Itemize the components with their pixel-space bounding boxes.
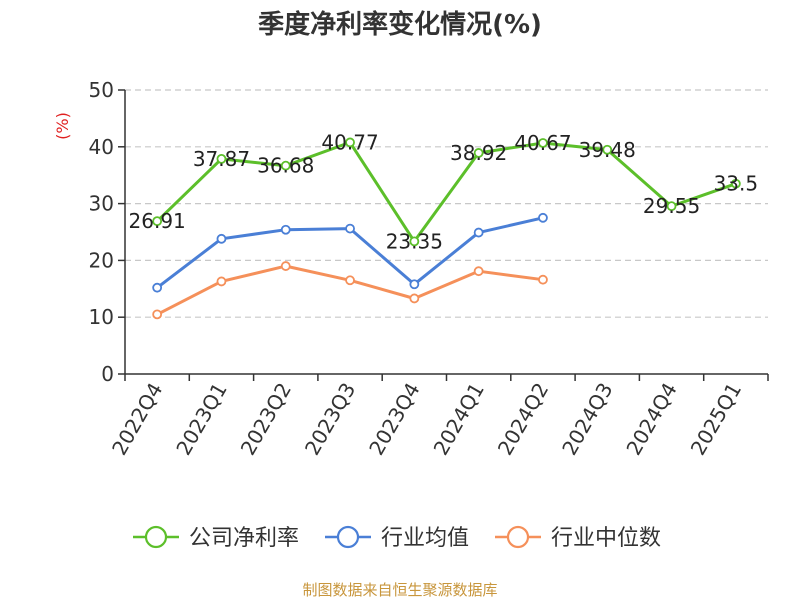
- data-point[interactable]: [602, 144, 613, 155]
- data-point[interactable]: [216, 233, 227, 244]
- x-tick-label: 2023Q1: [171, 379, 231, 460]
- data-label: 37.87: [193, 147, 250, 171]
- data-point[interactable]: [152, 282, 163, 293]
- data-point[interactable]: [152, 309, 163, 320]
- data-label: 26.91: [129, 209, 186, 233]
- y-tick-label: 0: [101, 362, 114, 386]
- data-point[interactable]: [152, 216, 163, 227]
- data-label: 38.92: [450, 141, 507, 165]
- data-point[interactable]: [216, 276, 227, 287]
- data-point[interactable]: [409, 293, 420, 304]
- y-axis-unit: (%): [53, 112, 72, 140]
- series-layer: [152, 137, 741, 320]
- data-point[interactable]: [538, 138, 548, 148]
- data-label: 29.55: [643, 194, 700, 218]
- series-2: [152, 261, 548, 320]
- data-label: 40.67: [514, 131, 571, 155]
- grid-layer: [125, 89, 768, 318]
- data-point[interactable]: [473, 227, 484, 238]
- series-line: [156, 140, 737, 243]
- data-point[interactable]: [216, 153, 227, 164]
- source-note: 制图数据来自恒生聚源数据库: [302, 581, 497, 599]
- data-label: 23.35: [386, 229, 443, 253]
- x-tick-label: 2024Q1: [429, 379, 489, 460]
- data-label-layer: 26.91 37.87 36.68 40.77 23.35 38.92 40.67 39.48…: [129, 130, 759, 253]
- data-point[interactable]: [345, 223, 355, 234]
- legend-item-0[interactable]: 公司净利率: [133, 525, 299, 551]
- legend-swatch-marker: [506, 525, 530, 549]
- legend-item-1[interactable]: 行业均值: [325, 525, 469, 551]
- data-point[interactable]: [409, 236, 420, 247]
- series-0: [152, 137, 741, 247]
- legend-label: 公司净利率: [189, 526, 299, 551]
- data-point[interactable]: [538, 212, 548, 223]
- data-point[interactable]: [473, 148, 484, 158]
- x-tick-label: 2024Q2: [493, 379, 553, 460]
- data-point[interactable]: [280, 160, 291, 171]
- data-point[interactable]: [666, 201, 677, 212]
- data-label: 33.5: [714, 172, 759, 196]
- x-tick-label: 2024Q4: [621, 379, 681, 460]
- data-point[interactable]: [280, 224, 291, 235]
- y-tick-label: 20: [89, 248, 114, 272]
- x-tick-label: 2023Q2: [236, 379, 296, 460]
- data-point[interactable]: [280, 261, 291, 271]
- x-tick-label: 2022Q4: [107, 379, 167, 460]
- legend-label: 行业均值: [381, 526, 469, 551]
- axis-layer: 0 10 20 30 40 50 2022Q4 2023Q1 2023Q2 2023Q3 2023Q…: [89, 78, 769, 460]
- series-1: [152, 212, 548, 293]
- legend-swatch-marker: [144, 525, 168, 549]
- data-point[interactable]: [409, 279, 420, 290]
- x-tick-label: 2025Q1: [686, 379, 746, 460]
- legend-label: 行业中位数: [551, 526, 661, 551]
- data-label: 36.68: [257, 154, 314, 178]
- series-line: [156, 264, 544, 316]
- data-point[interactable]: [345, 137, 355, 148]
- legend-swatch-marker: [336, 525, 360, 549]
- legend: 公司净利率 行业均值 行业中位数: [133, 525, 661, 551]
- y-tick-label: 50: [89, 78, 114, 102]
- x-tick-label: 2023Q4: [364, 379, 424, 460]
- x-tick-label: 2024Q3: [557, 379, 617, 460]
- data-point[interactable]: [473, 266, 484, 277]
- data-label: 39.48: [579, 138, 636, 162]
- y-tick-label: 10: [89, 305, 114, 329]
- x-tick-label: 2023Q3: [300, 379, 360, 460]
- data-point[interactable]: [345, 275, 355, 286]
- legend-item-2[interactable]: 行业中位数: [495, 525, 661, 551]
- y-tick-label: 40: [89, 135, 114, 159]
- chart-title: 季度净利率变化情况(%): [258, 9, 542, 40]
- data-point[interactable]: [730, 178, 741, 189]
- data-label: 40.77: [321, 130, 378, 154]
- data-point[interactable]: [538, 274, 548, 285]
- y-tick-label: 30: [89, 192, 114, 216]
